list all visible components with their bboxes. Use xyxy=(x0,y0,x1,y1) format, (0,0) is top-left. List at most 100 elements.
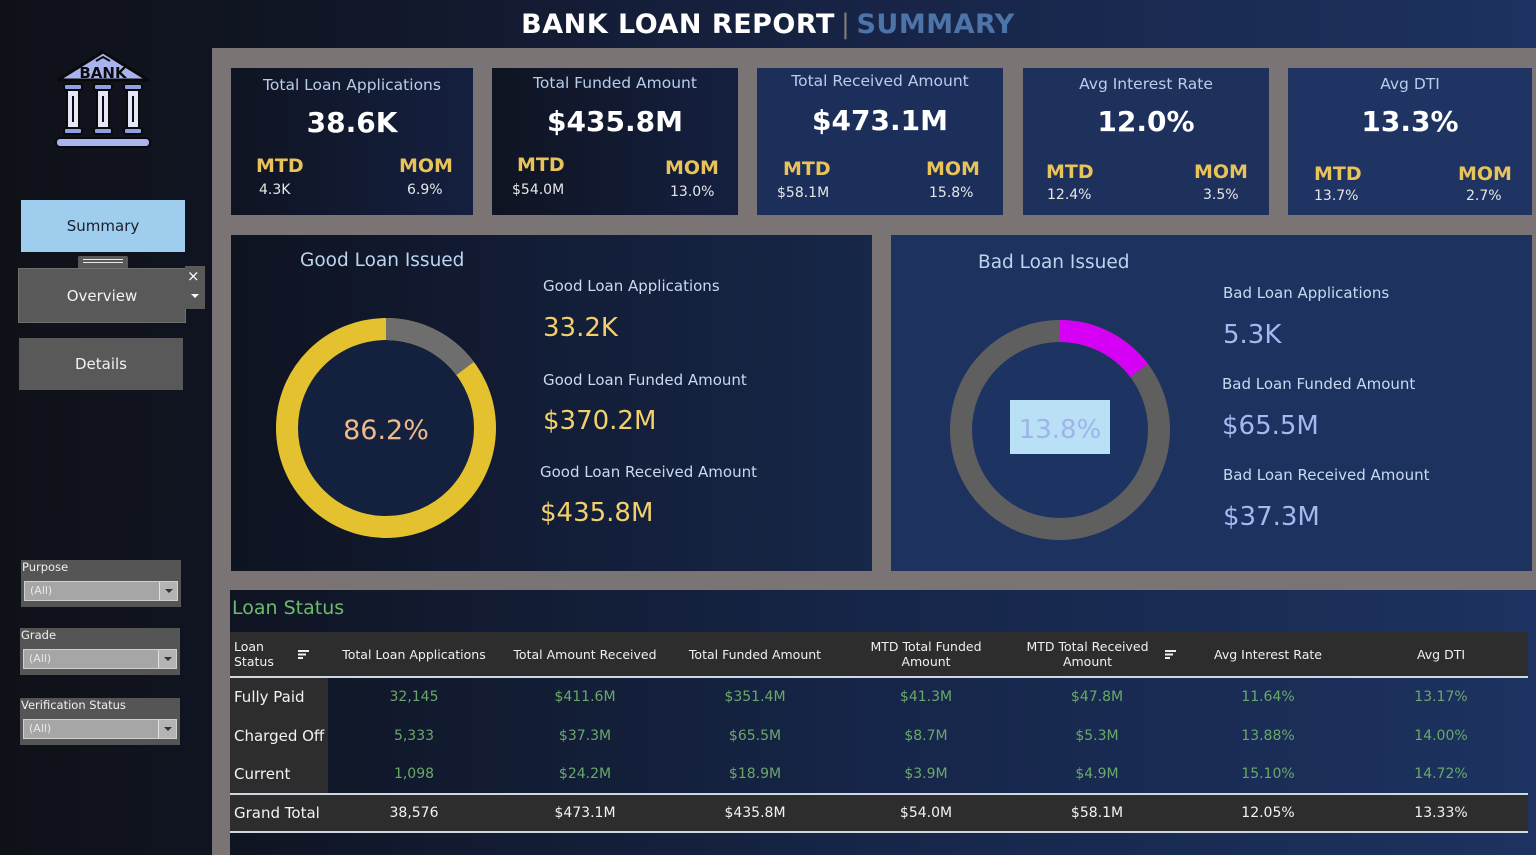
loan-status-panel: Loan Status Loan Status Total Loan Appli… xyxy=(230,590,1536,855)
good-loan-donut-chart[interactable]: 86.2% xyxy=(275,317,497,539)
column-header-mtd-total-funded-amount[interactable]: MTD Total Funded Amount xyxy=(840,632,1012,678)
filter-purpose-label: Purpose xyxy=(22,560,69,574)
column-header-total-amount-received[interactable]: Total Amount Received xyxy=(500,632,670,678)
kpi-mtd-label: MTD xyxy=(1046,161,1094,183)
bad-loan-panel: Bad Loan Issued 13.8% Bad Loan Applicati… xyxy=(891,235,1532,571)
good-loan-funded-value: $370.2M xyxy=(543,406,657,436)
nav-summary-button[interactable]: Summary xyxy=(21,200,185,252)
filter-grade: Grade (All) xyxy=(20,628,180,675)
bad-loan-percent: 13.8% xyxy=(1019,415,1102,445)
filter-grade-label: Grade xyxy=(21,628,57,642)
kpi-mom-label: MOM xyxy=(1458,163,1512,185)
good-loan-received-label: Good Loan Received Amount xyxy=(540,463,757,481)
bad-loan-donut-chart[interactable]: 13.8% xyxy=(949,319,1171,541)
column-header-total-loan-applications[interactable]: Total Loan Applications xyxy=(328,632,500,678)
kpi-mom-value: 3.5% xyxy=(1203,187,1239,203)
chevron-down-icon[interactable] xyxy=(158,650,176,668)
title-separator: | xyxy=(840,8,851,40)
report-title-main: BANK LOAN REPORT xyxy=(521,8,835,40)
sidebar: BANK Summary Overview × Details Purpose … xyxy=(0,0,212,855)
table-cell: $24.2M xyxy=(558,766,612,782)
table-cell: $18.9M xyxy=(728,766,782,782)
good-loan-title: Good Loan Issued xyxy=(300,250,465,271)
table-header-row: Loan Status Total Loan Applications Tota… xyxy=(230,632,1528,678)
kpi-card-avg-interest-rate: Avg Interest Rate 12.0% MTD 12.4% MOM 3.… xyxy=(1023,68,1269,215)
kpi-mtd-value: $58.1M xyxy=(777,185,830,201)
column-header-total-funded-amount[interactable]: Total Funded Amount xyxy=(670,632,840,678)
close-icon[interactable]: × xyxy=(187,267,200,285)
table-row: Fully Paid 32,145 $411.6M $351.4M $41.3M… xyxy=(230,677,1528,716)
bad-loan-received-label: Bad Loan Received Amount xyxy=(1223,466,1430,484)
table-cell: 5,333 xyxy=(393,727,435,744)
kpi-mtd-label: MTD xyxy=(1314,163,1362,185)
kpi-mom-label: MOM xyxy=(399,155,453,177)
table-cell: 38,576 xyxy=(328,793,500,833)
nav-details-button[interactable]: Details xyxy=(19,338,183,390)
column-header-avg-interest-rate[interactable]: Avg Interest Rate xyxy=(1182,632,1354,678)
bad-loan-applications-value: 5.3K xyxy=(1223,320,1282,350)
kpi-mom-label: MOM xyxy=(665,157,719,179)
table-cell: 14.00% xyxy=(1414,727,1468,744)
row-label: Grand Total xyxy=(230,793,328,833)
filter-purpose: Purpose (All) xyxy=(21,560,181,607)
chevron-down-icon[interactable] xyxy=(159,582,177,600)
kpi-mtd-value: 4.3K xyxy=(259,182,291,198)
table-cell: $4.9M xyxy=(1075,766,1119,782)
bad-loan-funded-value: $65.5M xyxy=(1222,411,1319,441)
filter-verification-select[interactable]: (All) xyxy=(23,719,177,739)
table-cell: $5.3M xyxy=(1075,727,1119,744)
good-loan-percent: 86.2% xyxy=(343,415,429,446)
dropdown-arrow-icon[interactable] xyxy=(191,294,199,298)
filter-grade-value: (All) xyxy=(29,652,52,665)
bad-loan-title: Bad Loan Issued xyxy=(978,252,1130,273)
row-label[interactable]: Current xyxy=(230,755,328,794)
good-loan-panel: Good Loan Issued 86.2% Good Loan Applica… xyxy=(231,235,872,571)
table-cell: $37.3M xyxy=(558,727,612,744)
kpi-mtd-label: MTD xyxy=(783,158,831,180)
loan-status-title: Loan Status xyxy=(232,597,345,619)
filter-purpose-select[interactable]: (All) xyxy=(24,581,178,601)
chevron-down-icon[interactable] xyxy=(158,720,176,738)
filter-verification-label: Verification Status xyxy=(21,698,126,712)
table-cell: 14.72% xyxy=(1414,766,1468,782)
kpi-mom-value: 13.0% xyxy=(670,184,715,200)
kpi-mtd-label: MTD xyxy=(517,154,565,176)
kpi-title: Total Received Amount xyxy=(791,72,969,90)
drag-handle[interactable] xyxy=(78,256,128,268)
grand-total-row: Grand Total 38,576 $473.1M $435.8M $54.0… xyxy=(230,793,1528,833)
column-header-avg-dti[interactable]: Avg DTI xyxy=(1354,632,1528,678)
kpi-title: Avg Interest Rate xyxy=(1079,75,1213,93)
kpi-mom-label: MOM xyxy=(926,158,980,180)
report-title-sub: SUMMARY xyxy=(856,8,1015,40)
kpi-title: Avg DTI xyxy=(1380,75,1440,93)
column-header-loan-status[interactable]: Loan Status xyxy=(230,632,328,678)
kpi-title: Total Loan Applications xyxy=(263,76,441,94)
table-cell: 12.05% xyxy=(1182,793,1354,833)
kpi-mtd-value: 12.4% xyxy=(1047,187,1092,203)
table-cell: $411.6M xyxy=(554,689,616,705)
sort-filter-icon[interactable] xyxy=(1165,649,1177,660)
table-cell: $47.8M xyxy=(1070,689,1124,705)
nav-overview-button[interactable]: Overview xyxy=(18,268,186,323)
shape-controls: × xyxy=(185,266,205,309)
kpi-card-total-received-amount: Total Received Amount $473.1M MTD $58.1M… xyxy=(757,68,1003,215)
bad-loan-applications-label: Bad Loan Applications xyxy=(1223,284,1390,302)
kpi-value: 38.6K xyxy=(306,106,398,139)
table-cell: 13.88% xyxy=(1241,727,1295,744)
kpi-mtd-value: 13.7% xyxy=(1314,188,1359,204)
good-loan-funded-label: Good Loan Funded Amount xyxy=(543,371,747,389)
sort-filter-icon[interactable] xyxy=(297,649,309,660)
row-label[interactable]: Charged Off xyxy=(230,716,328,755)
kpi-title: Total Funded Amount xyxy=(533,74,697,92)
table-cell: $3.9M xyxy=(904,766,948,782)
column-header-mtd-total-received-amount[interactable]: MTD Total Received Amount xyxy=(1012,632,1182,678)
filter-grade-select[interactable]: (All) xyxy=(23,649,177,669)
kpi-mtd-value: $54.0M xyxy=(512,182,565,198)
table-cell: $351.4M xyxy=(724,689,786,705)
table-cell: $41.3M xyxy=(899,689,953,705)
kpi-card-total-loan-applications: Total Loan Applications 38.6K MTD 4.3K M… xyxy=(231,68,473,215)
kpi-value: 12.0% xyxy=(1097,105,1195,138)
table-cell: $8.7M xyxy=(904,727,948,744)
row-label[interactable]: Fully Paid xyxy=(230,677,328,716)
kpi-mom-label: MOM xyxy=(1194,161,1248,183)
